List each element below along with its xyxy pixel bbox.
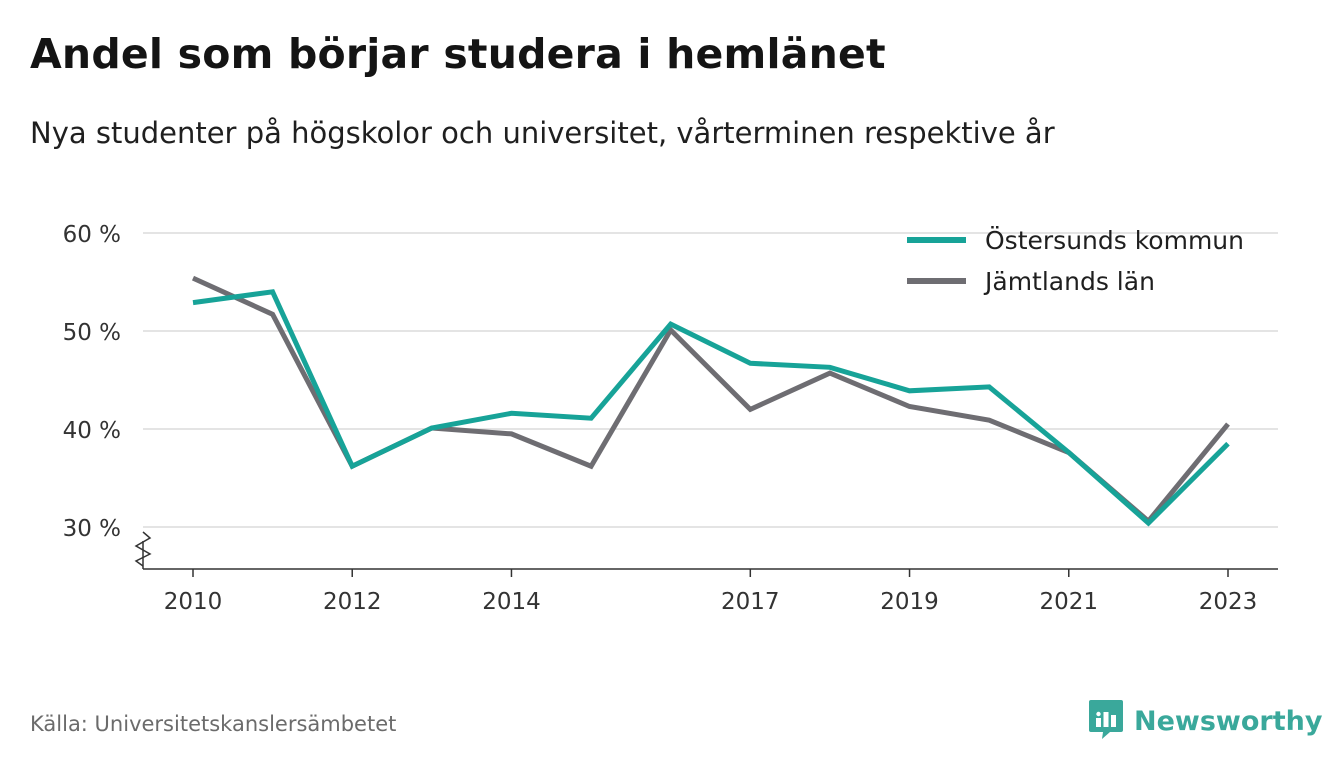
- series-line-ostersunds-kommun: [192, 289, 1230, 527]
- y-tick-label: 60 %: [63, 222, 121, 248]
- x-tick-label: 2014: [482, 589, 541, 615]
- x-tick-label: 2010: [164, 589, 223, 615]
- brand-logo[interactable]: Newsworthy: [1088, 698, 1322, 744]
- newsworthy-logo-icon: [1088, 698, 1124, 744]
- source-note: Källa: Universitetskanslersämbetet: [30, 712, 397, 736]
- chart-title: Andel som börjar studera i hemlänet: [30, 30, 886, 78]
- x-tick-label: 2023: [1199, 589, 1258, 615]
- y-tick-label: 40 %: [63, 418, 121, 444]
- series-line-jamtlands-lan: [191, 275, 1230, 525]
- x-tick-label: 2012: [323, 589, 382, 615]
- axis-break-icon: [134, 531, 152, 567]
- x-tick-label: 2019: [880, 589, 939, 615]
- legend: Östersunds kommun Jämtlands län: [907, 226, 1244, 296]
- chart-subtitle: Nya studenter på högskolor och universit…: [30, 116, 1055, 150]
- x-tick-label: 2017: [721, 589, 780, 615]
- brand-name: Newsworthy: [1134, 705, 1323, 737]
- y-axis-tick-labels: 30 % 40 % 50 % 60 %: [63, 222, 121, 542]
- grid-lines: [143, 232, 1278, 528]
- x-axis-tick-labels: 2010 2012 2014 2017 2019 2021 2023: [164, 589, 1258, 615]
- x-tick-label: 2021: [1039, 589, 1098, 615]
- x-axis: [134, 531, 1278, 577]
- y-tick-label: 30 %: [63, 516, 121, 542]
- legend-label: Jämtlands län: [983, 267, 1155, 296]
- series-lines: [191, 275, 1230, 527]
- y-tick-label: 50 %: [63, 320, 121, 346]
- legend-label: Östersunds kommun: [985, 226, 1244, 255]
